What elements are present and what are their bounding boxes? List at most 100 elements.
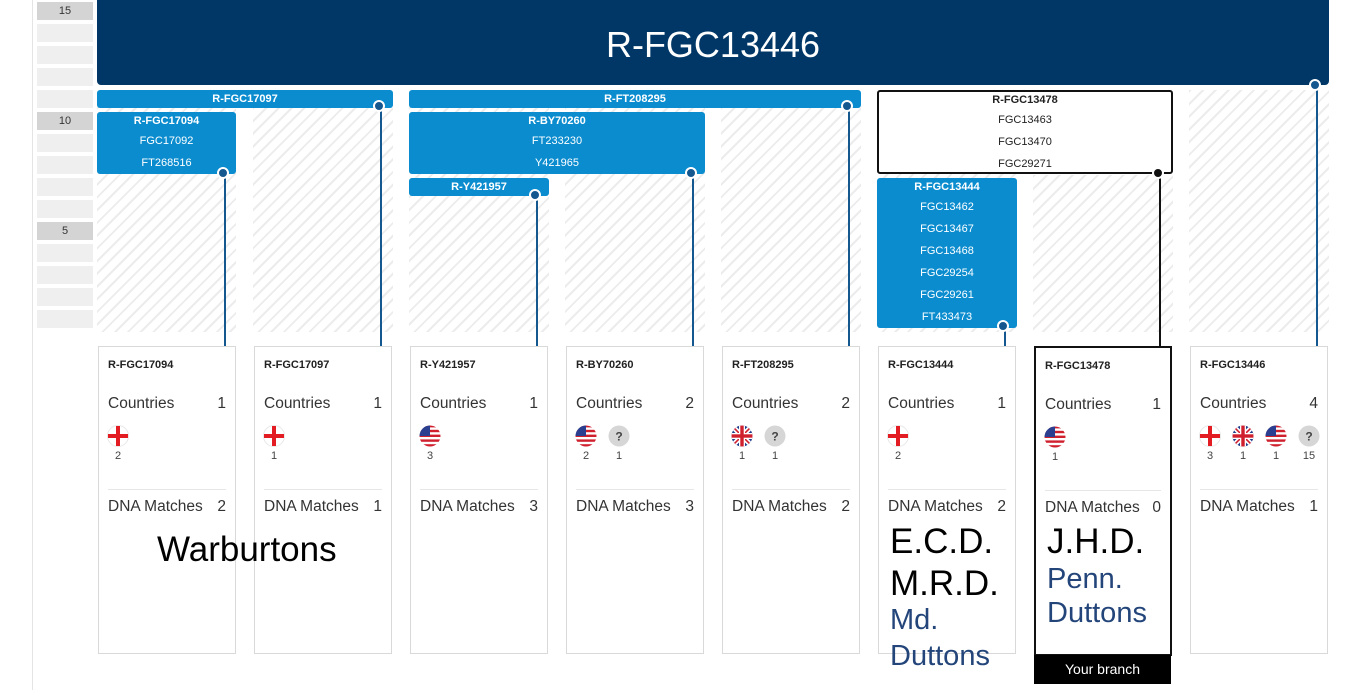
snp-label: FGC13470 xyxy=(998,136,1052,148)
branch-node-dot xyxy=(685,167,697,179)
snp-label: FGC13463 xyxy=(998,114,1052,126)
dna-matches-row[interactable]: DNA Matches 1 xyxy=(1200,498,1318,516)
branch-bar-r-fgc17097[interactable]: R-FGC17097 xyxy=(97,90,393,108)
snp-label: FT268516 xyxy=(141,157,192,169)
branch-card-your-branch[interactable]: R-FGC13478 Countries 1 1 DNA Matches 0 xyxy=(1034,346,1172,656)
scale-cell xyxy=(37,288,93,306)
branch-box-r-fgc13444[interactable]: R-FGC13444 FGC13462 FGC13467 FGC13468 FG… xyxy=(877,178,1017,328)
annotation-ecd: E.C.D. xyxy=(890,522,994,561)
countries-row: Countries 2 xyxy=(576,395,694,413)
root-haplogroup-header[interactable]: R-FGC13446 xyxy=(97,0,1329,85)
dna-matches-label: DNA Matches xyxy=(1200,498,1295,515)
country-flag[interactable]: 1 xyxy=(731,425,753,462)
country-flag[interactable]: 3 xyxy=(419,425,441,462)
country-flag[interactable]: 3 xyxy=(1199,425,1221,462)
branch-label: R-BY70260 xyxy=(528,115,586,127)
countries-count: 4 xyxy=(1309,395,1318,412)
countries-count: 1 xyxy=(997,395,1006,412)
branch-bar-r-ft208295[interactable]: R-FT208295 xyxy=(409,90,861,108)
countries-count: 2 xyxy=(685,395,694,412)
branch-card[interactable]: R-FGC17097 Countries 1 1 DNA Matches 1 xyxy=(254,346,392,654)
country-flag[interactable]: 1 xyxy=(1265,425,1287,462)
country-flag[interactable]: ? 15 xyxy=(1298,425,1320,462)
annotation-warburtons: Warburtons xyxy=(157,530,337,569)
card-title: R-BY70260 xyxy=(576,359,634,371)
country-count: 1 xyxy=(615,450,623,462)
branch-card[interactable]: R-BY70260 Countries 2 2 ? 1 DNA Matches 3 xyxy=(566,346,704,654)
connector-line xyxy=(224,174,226,347)
dna-matches-row[interactable]: DNA Matches 1 xyxy=(264,498,382,516)
card-divider xyxy=(732,489,850,490)
scale-cell xyxy=(37,134,93,152)
svg-text:?: ? xyxy=(771,430,778,444)
branch-label: R-Y421957 xyxy=(451,181,507,193)
usa-flag-icon xyxy=(575,425,597,447)
dna-matches-row[interactable]: DNA Matches 2 xyxy=(888,498,1006,516)
branch-card[interactable]: R-FGC13446 Countries 4 3 1 1? 15 DNA Matches… xyxy=(1190,346,1328,654)
dna-matches-row[interactable]: DNA Matches 2 xyxy=(108,498,226,516)
dna-matches-label: DNA Matches xyxy=(264,498,359,515)
country-count: 1 xyxy=(738,450,746,462)
country-flag[interactable]: ? 1 xyxy=(764,425,786,462)
connector-line xyxy=(1004,328,1006,347)
snp-label: FGC13462 xyxy=(920,201,974,213)
card-divider xyxy=(1045,490,1161,491)
dna-matches-row[interactable]: DNA Matches 2 xyxy=(732,498,850,516)
branch-box-r-by70260[interactable]: R-BY70260 FT233230 Y421965 xyxy=(409,112,705,174)
branch-box-r-fgc13478[interactable]: R-FGC13478 FGC13463 FGC13470 FGC29271 xyxy=(877,90,1173,174)
dna-matches-row[interactable]: DNA Matches 3 xyxy=(576,498,694,516)
column-background xyxy=(1033,175,1173,332)
scale-cell xyxy=(37,266,93,284)
usa-flag-icon xyxy=(1265,425,1287,447)
scale-divider xyxy=(32,0,33,690)
country-flag[interactable]: ? 1 xyxy=(608,425,630,462)
branch-node-dot xyxy=(373,100,385,112)
branch-box-r-y421957[interactable]: R-Y421957 xyxy=(409,178,549,196)
branch-label: R-FGC17097 xyxy=(212,93,278,105)
countries-label: Countries xyxy=(264,395,331,412)
unknown-country-icon: ? xyxy=(1298,425,1320,447)
card-title: R-FGC13478 xyxy=(1045,360,1111,372)
branch-card[interactable]: R-FGC13444 Countries 1 2 DNA Matches 2 xyxy=(878,346,1016,654)
country-flag[interactable]: 2 xyxy=(887,425,909,462)
connector-line xyxy=(1316,86,1318,347)
snp-label: Y421965 xyxy=(534,157,580,169)
country-flag[interactable]: 2 xyxy=(575,425,597,462)
countries-row: Countries 1 xyxy=(108,395,226,413)
scale-cell xyxy=(37,200,93,218)
snp-label: FGC29261 xyxy=(920,289,974,301)
branch-box-r-fgc17094[interactable]: R-FGC17094 FGC17092 FT268516 xyxy=(97,112,236,174)
dna-matches-row[interactable]: DNA Matches 3 xyxy=(420,498,538,516)
annotation-md: Md. xyxy=(890,604,939,636)
scale-cell xyxy=(37,68,93,86)
country-count: 1 xyxy=(771,450,779,462)
usa-flag-icon xyxy=(419,425,441,447)
country-flag[interactable]: 1 xyxy=(1232,425,1254,462)
country-flag[interactable]: 2 xyxy=(107,425,129,462)
annotation-duttons: Duttons xyxy=(890,640,990,672)
branch-label: R-FGC13444 xyxy=(914,181,980,193)
countries-label: Countries xyxy=(732,395,799,412)
card-divider xyxy=(888,489,1006,490)
snp-label: FGC29271 xyxy=(998,158,1052,170)
dna-matches-label: DNA Matches xyxy=(420,498,515,515)
annotation-duttons: Duttons xyxy=(1047,597,1147,629)
card-divider xyxy=(420,489,538,490)
country-flag[interactable]: 1 xyxy=(1044,426,1066,463)
dna-matches-count: 1 xyxy=(1309,498,1318,515)
card-divider xyxy=(264,489,382,490)
dna-matches-count: 0 xyxy=(1152,499,1161,516)
dna-matches-row[interactable]: DNA Matches 0 xyxy=(1045,499,1161,517)
annotation-jhd: J.H.D. xyxy=(1047,522,1145,561)
branch-card[interactable]: R-FT208295 Countries 2 1? 1 DNA Matches 2 xyxy=(722,346,860,654)
branch-label: R-FGC13478 xyxy=(992,94,1058,106)
snp-label: FT433473 xyxy=(921,311,973,323)
country-flag[interactable]: 1 xyxy=(263,425,285,462)
dna-matches-count: 2 xyxy=(217,498,226,515)
card-title: R-FGC17097 xyxy=(264,359,330,371)
branch-node-dot xyxy=(529,189,541,201)
branch-card[interactable]: R-FGC17094 Countries 1 2 DNA Matches 2 xyxy=(98,346,236,654)
branch-card[interactable]: R-Y421957 Countries 1 3 DNA Matches 3 xyxy=(410,346,548,654)
scale-cell: 10 xyxy=(37,112,93,130)
england-flag-icon xyxy=(263,425,285,447)
